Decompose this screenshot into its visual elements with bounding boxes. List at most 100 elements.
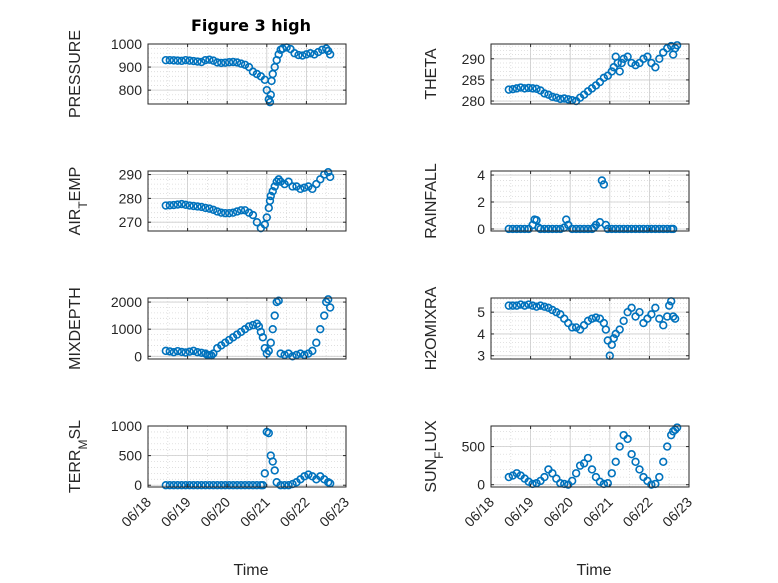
data-point [623, 434, 632, 444]
data-point [258, 481, 268, 490]
data-point [532, 216, 541, 225]
data-point [244, 481, 254, 490]
data-point [655, 224, 664, 234]
data-point [189, 346, 198, 356]
data-point [647, 224, 656, 234]
y-tick-label: 4 [477, 326, 485, 342]
data-point [528, 84, 537, 93]
data-point [540, 302, 549, 311]
y-tick-label: 3 [477, 348, 485, 364]
data-point [177, 56, 186, 66]
data-point [567, 476, 577, 486]
x-tick-label: 06/19 [501, 494, 537, 530]
data-point [193, 202, 202, 211]
data-point [185, 347, 194, 356]
data-point [627, 224, 636, 234]
y-tick-label: 285 [462, 72, 486, 88]
y-tick-label: 1000 [111, 36, 142, 52]
data-point [201, 55, 210, 65]
y-tick-label: 5 [477, 304, 485, 320]
data-point [248, 481, 258, 490]
data-point [181, 200, 190, 210]
axes-box [147, 297, 347, 360]
data-point [560, 94, 569, 103]
data-point [607, 224, 616, 234]
data-point [284, 481, 293, 490]
data-point [643, 224, 652, 234]
x-axis-label-right: Time [577, 562, 612, 579]
data-point [252, 481, 262, 490]
data-point [587, 314, 597, 323]
data-point [672, 41, 682, 50]
data-point [265, 196, 275, 205]
data-point [298, 51, 307, 60]
data-point [516, 83, 525, 92]
data-point [520, 84, 529, 93]
data-point [189, 201, 198, 211]
data-point [165, 481, 174, 490]
data-point [300, 183, 309, 192]
data-point [532, 84, 541, 93]
data-point [579, 459, 589, 468]
data-point [244, 322, 254, 331]
data-point [201, 203, 210, 213]
data-point [193, 348, 202, 357]
data-point [161, 55, 171, 65]
data-point [266, 338, 275, 347]
data-point [232, 58, 242, 67]
data-point [224, 481, 234, 490]
data-point [635, 224, 644, 234]
data-point [323, 167, 333, 177]
y-tick-label: 290 [462, 51, 486, 67]
data-point [264, 346, 273, 356]
data-point [631, 457, 640, 467]
data-point [197, 481, 206, 490]
data-point [639, 224, 648, 234]
data-point [615, 224, 624, 234]
data-point [651, 224, 660, 234]
data-point [209, 205, 218, 215]
data-point [556, 94, 565, 104]
data-point [536, 301, 545, 310]
data-point [619, 224, 628, 234]
axes-box [490, 297, 690, 360]
y-tick-label: 1000 [111, 321, 142, 337]
data-point [508, 301, 517, 310]
data-point [544, 224, 553, 234]
data-point [169, 348, 178, 357]
data-point [325, 50, 335, 59]
data-point [528, 301, 537, 310]
data-point [169, 481, 178, 490]
y-axis-label-0: PRESSURE [67, 30, 84, 118]
data-point [611, 457, 620, 467]
data-point [504, 472, 514, 482]
y-tick-label: 2 [477, 194, 485, 210]
data-point [296, 349, 305, 358]
y-tick-label: 290 [119, 167, 143, 183]
data-point [213, 58, 222, 67]
x-tick-label: 06/21 [580, 494, 616, 530]
x-tick-label: 06/22 [619, 494, 655, 530]
data-point [221, 58, 230, 67]
subplot-rainfall: 0 2 4 RAINFALL [423, 163, 690, 239]
y-axis-label-7: SUNFLUX [423, 420, 446, 493]
data-point [268, 457, 277, 466]
data-point [663, 442, 672, 451]
data-point [197, 57, 206, 67]
data-point [536, 224, 545, 234]
axes-box [490, 43, 690, 105]
figure-title: Figure 3 high [191, 16, 311, 35]
data-point [232, 481, 242, 490]
data-point [670, 314, 680, 323]
data-point [659, 457, 668, 467]
axes-box [490, 170, 690, 232]
data-point [516, 300, 525, 309]
data-point [664, 301, 674, 310]
data-point [320, 311, 329, 320]
data-point [663, 312, 672, 321]
data-point [524, 83, 533, 93]
data-point [504, 301, 514, 310]
data-point [217, 208, 226, 217]
data-point [597, 176, 607, 185]
data-point [520, 224, 529, 234]
